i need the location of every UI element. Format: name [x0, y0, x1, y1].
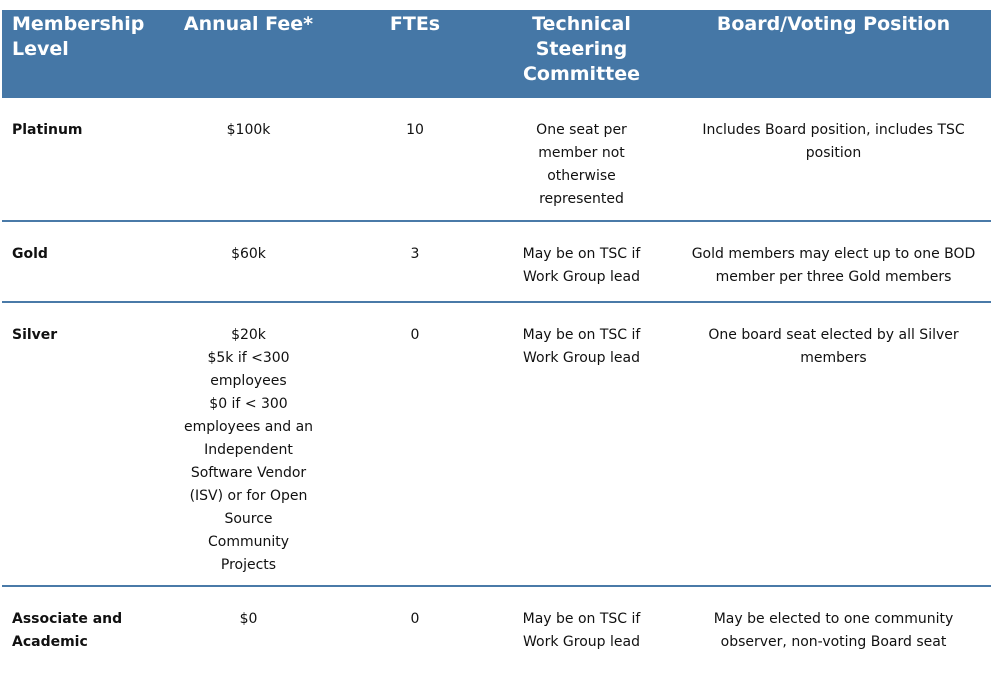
cell-tsc: May be on TSC if Work Group lead — [498, 221, 665, 303]
cell-tsc: One seat per member not otherwise repres… — [498, 98, 665, 222]
cell-fee: $100k — [165, 98, 332, 222]
cell-board: May be elected to one community observer… — [713, 611, 954, 650]
cell-level: Gold — [2, 221, 165, 303]
cell-fee: $0 — [239, 611, 258, 627]
table-row-gold: Gold $60k 3 May be on TSC if Work Group … — [2, 221, 991, 303]
header-tsc: Technical Steering Committee — [498, 10, 665, 98]
table-row-associate-academic: Associate and Academic $0 0 May be on TS… — [2, 586, 991, 688]
cell-ftes: 3 — [332, 221, 498, 303]
cell-ftes: 10 — [332, 98, 498, 222]
cell-board: Gold members may elect up to one BOD mem… — [665, 221, 991, 303]
membership-table: Membership Level Annual Fee* FTEs Techni… — [2, 10, 991, 688]
cell-tsc: May be on TSC if Work Group lead — [522, 611, 641, 650]
header-ftes: FTEs — [332, 10, 498, 98]
header-annual-fee: Annual Fee* — [165, 10, 332, 98]
cell-tsc: May be on TSC if Work Group lead — [498, 302, 665, 587]
membership-table-container: Membership Level Annual Fee* FTEs Techni… — [2, 10, 991, 688]
table-row-silver: Silver $20k $5k if <300 employees $0 if … — [2, 302, 991, 587]
header-membership-level: Membership Level — [2, 10, 165, 98]
cell-fee: $60k — [165, 221, 332, 303]
cell-board: One board seat elected by all Silver mem… — [665, 302, 991, 587]
cell-ftes: 0 — [410, 611, 420, 627]
cell-fee: $20k $5k if <300 employees $0 if < 300 e… — [165, 302, 332, 587]
header-board-voting: Board/Voting Position — [665, 10, 991, 98]
cell-ftes: 0 — [332, 302, 498, 587]
header-row: Membership Level Annual Fee* FTEs Techni… — [2, 10, 991, 98]
cell-level: Platinum — [2, 98, 165, 222]
cell-board: Includes Board position, includes TSC po… — [665, 98, 991, 222]
cell-level: Associate and Academic — [12, 611, 123, 650]
cell-level: Silver — [2, 302, 165, 587]
table-row-platinum: Platinum $100k 10 One seat per member no… — [2, 98, 991, 222]
